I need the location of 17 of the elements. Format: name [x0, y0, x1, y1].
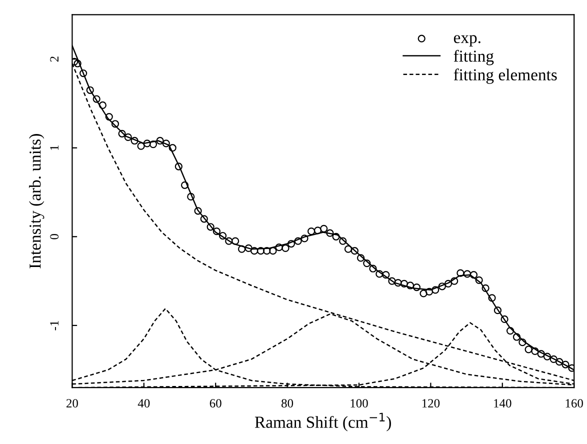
legend-label: exp.	[454, 35, 480, 47]
x-tick-label: 60	[210, 399, 222, 408]
x-axis-title: Raman Shift (cm$^{−1}$)	[254, 412, 391, 432]
x-tick-label: 20	[66, 399, 78, 408]
x-tick-label: 140	[494, 399, 512, 408]
y-tick-label: 2	[50, 56, 58, 62]
legend-label: fitting elements	[454, 68, 557, 84]
x-tick-label: 100	[350, 399, 368, 408]
y-tick-label: 0	[50, 234, 59, 240]
x-tick-label: 40	[138, 399, 150, 408]
legend-label: fitting	[454, 50, 494, 66]
x-tick-label: 160	[566, 399, 583, 408]
y-tick-label: 1	[50, 145, 58, 150]
x-tick-label: 120	[422, 399, 440, 408]
y-tick-label: -1	[50, 320, 58, 330]
x-tick-label: 80	[282, 399, 294, 408]
y-axis-title: Intensity (arb. units)	[29, 134, 44, 268]
